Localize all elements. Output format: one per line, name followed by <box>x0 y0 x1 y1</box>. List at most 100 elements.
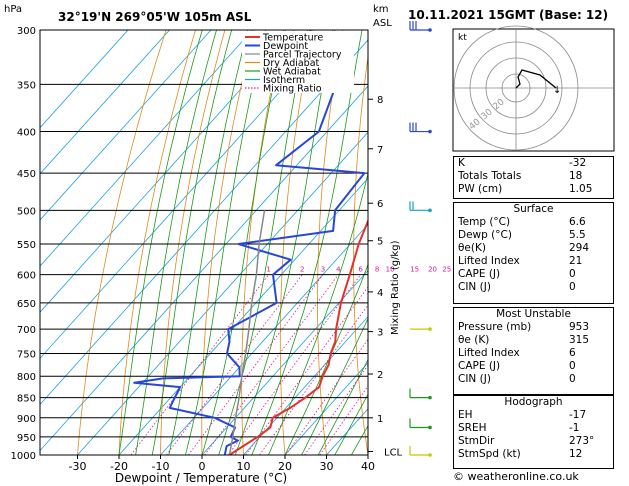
row-label: θe(K) <box>458 242 486 254</box>
hodograph-table-title: Hodograph <box>504 396 563 408</box>
hodograph-table-row: EH -17 <box>454 409 613 422</box>
surface-row: θe(K) 294 <box>454 242 613 255</box>
pressure-tick-label: 600 <box>17 271 36 282</box>
dry-adiabat-line <box>77 30 167 455</box>
row-value: 5.5 <box>569 229 586 241</box>
temperature-tick-label: 0 <box>199 460 206 473</box>
most-unstable-row: Pressure (mb) 953 <box>454 321 613 334</box>
hodograph-table-row: SREH -1 <box>454 422 613 435</box>
isotherm-line <box>40 30 170 175</box>
row-label: Lifted Index <box>458 255 520 267</box>
wet-adiabat-line <box>151 30 232 455</box>
most-unstable-title: Most Unstable <box>496 308 571 320</box>
temperature-tick-label: -10 <box>152 460 170 473</box>
row-label: SREH <box>458 422 487 434</box>
dry-adiabat-line <box>353 54 368 455</box>
row-value: 18 <box>569 170 583 182</box>
row-label: θe (K) <box>458 334 490 346</box>
surface-row: Dewp (°C) 5.5 <box>454 229 613 242</box>
most-unstable-row: Lifted Index 6 <box>454 347 613 360</box>
row-value: -17 <box>569 409 587 421</box>
legend-entry: Dry Adiabat <box>263 58 320 69</box>
pressure-tick-label: 550 <box>17 240 36 251</box>
surface-row: CIN (J) 0 <box>454 281 613 294</box>
isotherm-line <box>201 269 368 455</box>
row-value: 12 <box>569 448 583 460</box>
wind-barb-dot <box>428 425 432 430</box>
temperature-tick-label: 30 <box>320 460 334 473</box>
surface-table: Surface Temp (°C) 6.6 Dewp (°C) 5.5 θe(K) 294… <box>453 202 614 304</box>
km-tick-label: LCL <box>384 447 403 458</box>
hpa-label: hPa <box>4 4 22 15</box>
dry-adiabat-line <box>422 30 451 455</box>
mixing-ratio-label: 6 <box>358 266 363 274</box>
row-label: Dewp (°C) <box>458 229 512 241</box>
temperature-tick-label: 10 <box>237 460 251 473</box>
wind-barb-dot <box>428 327 432 331</box>
indices-table: K -32 Totals Totals 18 PW (cm) 1.05 <box>453 156 614 199</box>
axis-labels: 1 2 3 4 6 8 10 15 20 2530035040045050055060065070… <box>11 26 452 473</box>
wind-barb-dot <box>428 129 432 134</box>
km-tick-label: 7 <box>377 145 383 156</box>
legend-entry: Dewpoint <box>263 41 308 52</box>
most-unstable-row: CIN (J) 0 <box>454 373 613 386</box>
mixing-ratio-label: 3 <box>321 266 325 274</box>
row-value: 0 <box>569 373 576 385</box>
pressure-tick-label: 1000 <box>11 451 36 462</box>
copyright: © weatheronline.co.uk <box>453 470 579 483</box>
temperature-tick-label: -20 <box>110 460 128 473</box>
isotherm-line <box>160 223 368 455</box>
isotherm-line <box>284 362 368 455</box>
hodograph-unit-label: kt <box>458 33 467 43</box>
hodograph-frame <box>452 28 615 152</box>
series-dewpoint <box>133 30 366 455</box>
row-label: StmSpd (kt) <box>458 448 521 460</box>
km-tick-label: 5 <box>377 237 383 248</box>
legend-entry: Parcel Trajectory <box>263 50 342 61</box>
row-label: Pressure (mb) <box>458 321 532 333</box>
mixing-ratio-label: 1 <box>266 266 270 274</box>
pressure-tick-label: 800 <box>17 372 36 383</box>
legend-entry: Wet Adiabat <box>263 67 321 78</box>
row-label: CIN (J) <box>458 373 491 385</box>
row-value: 0 <box>569 268 576 280</box>
pressure-tick-label: 450 <box>17 169 36 180</box>
most-unstable-row: θe (K) 315 <box>454 334 613 347</box>
mixing-ratio-label: 25 <box>442 266 451 274</box>
pressure-tick-label: 650 <box>17 299 36 310</box>
hodograph-table-row: StmDir 273° <box>454 435 613 448</box>
row-label: StmDir <box>458 435 495 447</box>
km-tick-label: 2 <box>377 370 383 381</box>
mixing-ratio-line <box>130 274 269 455</box>
mixing-ratio-label: 4 <box>336 266 341 274</box>
km-tick-label: 3 <box>377 328 383 339</box>
pressure-tick-label: 750 <box>17 349 36 360</box>
hodograph-table-row: StmSpd (kt) 12 <box>454 448 613 461</box>
mixing-ratio-line <box>188 274 324 455</box>
isotherm-line <box>243 316 368 455</box>
x-axis-title: Dewpoint / Temperature (°C) <box>115 471 287 485</box>
isotherm-line <box>40 30 295 313</box>
wet-adiabat-line <box>317 358 368 455</box>
wind-barb-dot <box>428 28 432 32</box>
pressure-tick-label: 700 <box>17 325 36 336</box>
row-label: EH <box>458 409 473 421</box>
hodograph-table: Hodograph EH -17 SREH -1 StmDir 273° StmSpd (k… <box>453 395 614 469</box>
most-unstable-row: CAPE (J) 0 <box>454 360 613 373</box>
pressure-tick-label: 900 <box>17 414 36 425</box>
datetime-title: 10.11.2021 15GMT (Base: 12) <box>408 8 608 22</box>
row-value: 0 <box>569 360 576 372</box>
legend-entry: Temperature <box>262 33 323 44</box>
indices-row: K -32 <box>454 157 613 170</box>
wet-adiabat-line <box>334 393 368 455</box>
pressure-tick-label: 500 <box>17 206 36 217</box>
row-label: Temp (°C) <box>458 216 511 228</box>
pressure-tick-label: 350 <box>17 80 36 91</box>
most-unstable-table: Most Unstable Pressure (mb) 953 θe (K) 315 L… <box>453 307 614 395</box>
wind-barb-dot <box>428 208 432 213</box>
surface-row: CAPE (J) 0 <box>454 268 613 281</box>
surface-title: Surface <box>513 203 554 215</box>
row-label: PW (cm) <box>458 183 503 195</box>
